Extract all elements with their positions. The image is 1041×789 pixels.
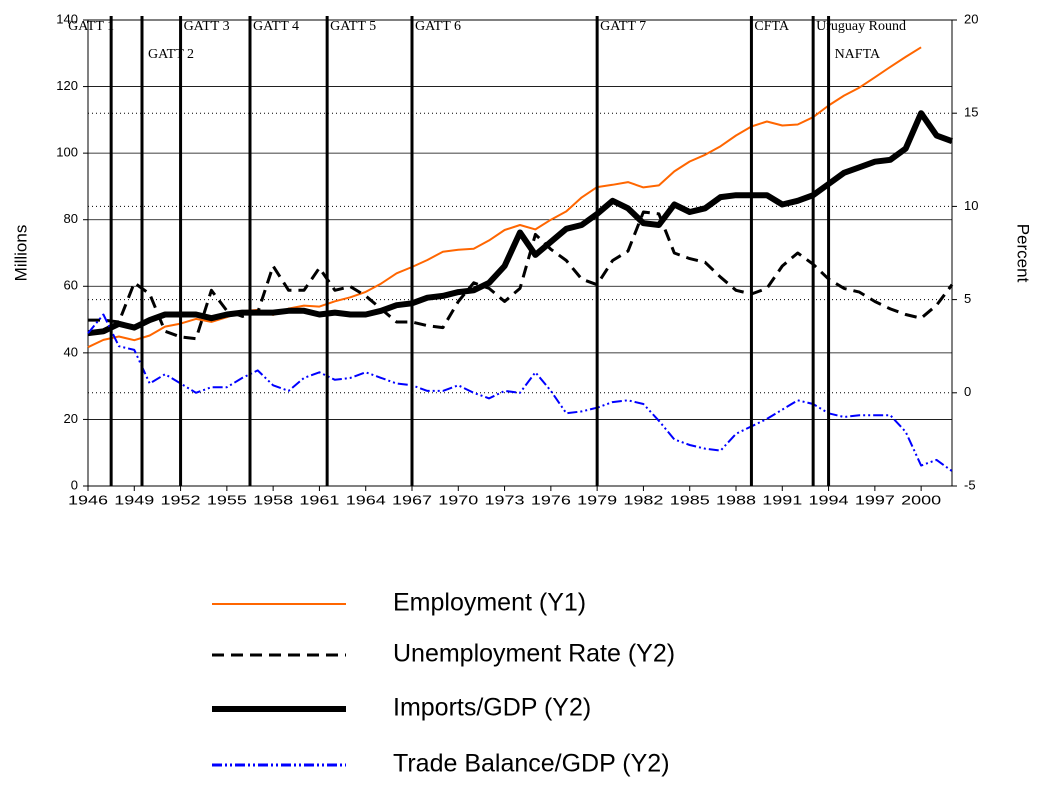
x-tick-label: 1967: [392, 492, 432, 507]
event-label: GATT 5: [330, 19, 376, 34]
x-tick-label: 1949: [114, 492, 154, 507]
y-tick-label: 40: [64, 344, 78, 359]
x-tick-label: 1964: [346, 492, 386, 507]
y2-tick-label: 10: [964, 198, 978, 213]
x-tick-label: 1973: [485, 492, 525, 507]
y-tick-label: 0: [71, 477, 78, 492]
event-label: Uruguay Round: [816, 19, 906, 34]
x-tick-label: 1997: [855, 492, 895, 507]
y-tick-label: 60: [64, 278, 78, 293]
legend-label: Imports/GDP (Y2): [393, 694, 591, 722]
x-tick-label: 1985: [670, 492, 710, 507]
legend-label: Unemployment Rate (Y2): [393, 640, 675, 668]
x-tick-label: 1976: [531, 492, 571, 507]
series-line: [88, 210, 954, 341]
y2-tick-label: -5: [964, 477, 976, 492]
event-label: GATT 2: [148, 47, 194, 62]
y2-tick-label: 20: [964, 11, 978, 26]
event-label: GATT 1: [68, 19, 114, 34]
y2-tick-label: 15: [964, 105, 978, 120]
x-tick-label: 1952: [161, 492, 201, 507]
legend-label: Employment (Y1): [393, 589, 586, 617]
x-tick-label: 1955: [207, 492, 247, 507]
x-tick-label: 1982: [623, 492, 663, 507]
event-label: GATT 6: [415, 19, 461, 34]
x-tick-label: 2000: [901, 492, 941, 507]
x-tick-label: 1994: [809, 492, 849, 507]
y2-axis-label: Percent: [1014, 224, 1033, 283]
x-tick-label: 1946: [68, 492, 108, 507]
y-tick-label: 100: [56, 145, 78, 160]
y-tick-label: 120: [56, 78, 78, 93]
x-tick-label: 1958: [253, 492, 293, 507]
series-line: [87, 313, 953, 472]
x-tick-label: 1961: [299, 492, 339, 507]
event-label: GATT 7: [600, 19, 646, 34]
y-axis-label: Millions: [11, 225, 30, 282]
series-line: [87, 110, 954, 337]
plot-frame: [87, 19, 953, 487]
legend-label: Trade Balance/GDP (Y2): [393, 750, 670, 778]
x-tick-label: 1991: [762, 492, 802, 507]
y2-tick-label: 0: [964, 384, 971, 399]
event-label: CFTA: [754, 19, 790, 34]
event-label: GATT 3: [184, 19, 230, 34]
y-tick-label: 140: [56, 11, 78, 26]
x-tick-label: 1979: [577, 492, 617, 507]
event-label: NAFTA: [835, 47, 881, 62]
y2-tick-label: 5: [964, 291, 971, 306]
x-tick-label: 1970: [438, 492, 478, 507]
y-tick-label: 20: [64, 411, 78, 426]
y-tick-label: 80: [64, 211, 78, 226]
event-label: GATT 4: [253, 19, 299, 34]
x-tick-label: 1988: [716, 492, 756, 507]
